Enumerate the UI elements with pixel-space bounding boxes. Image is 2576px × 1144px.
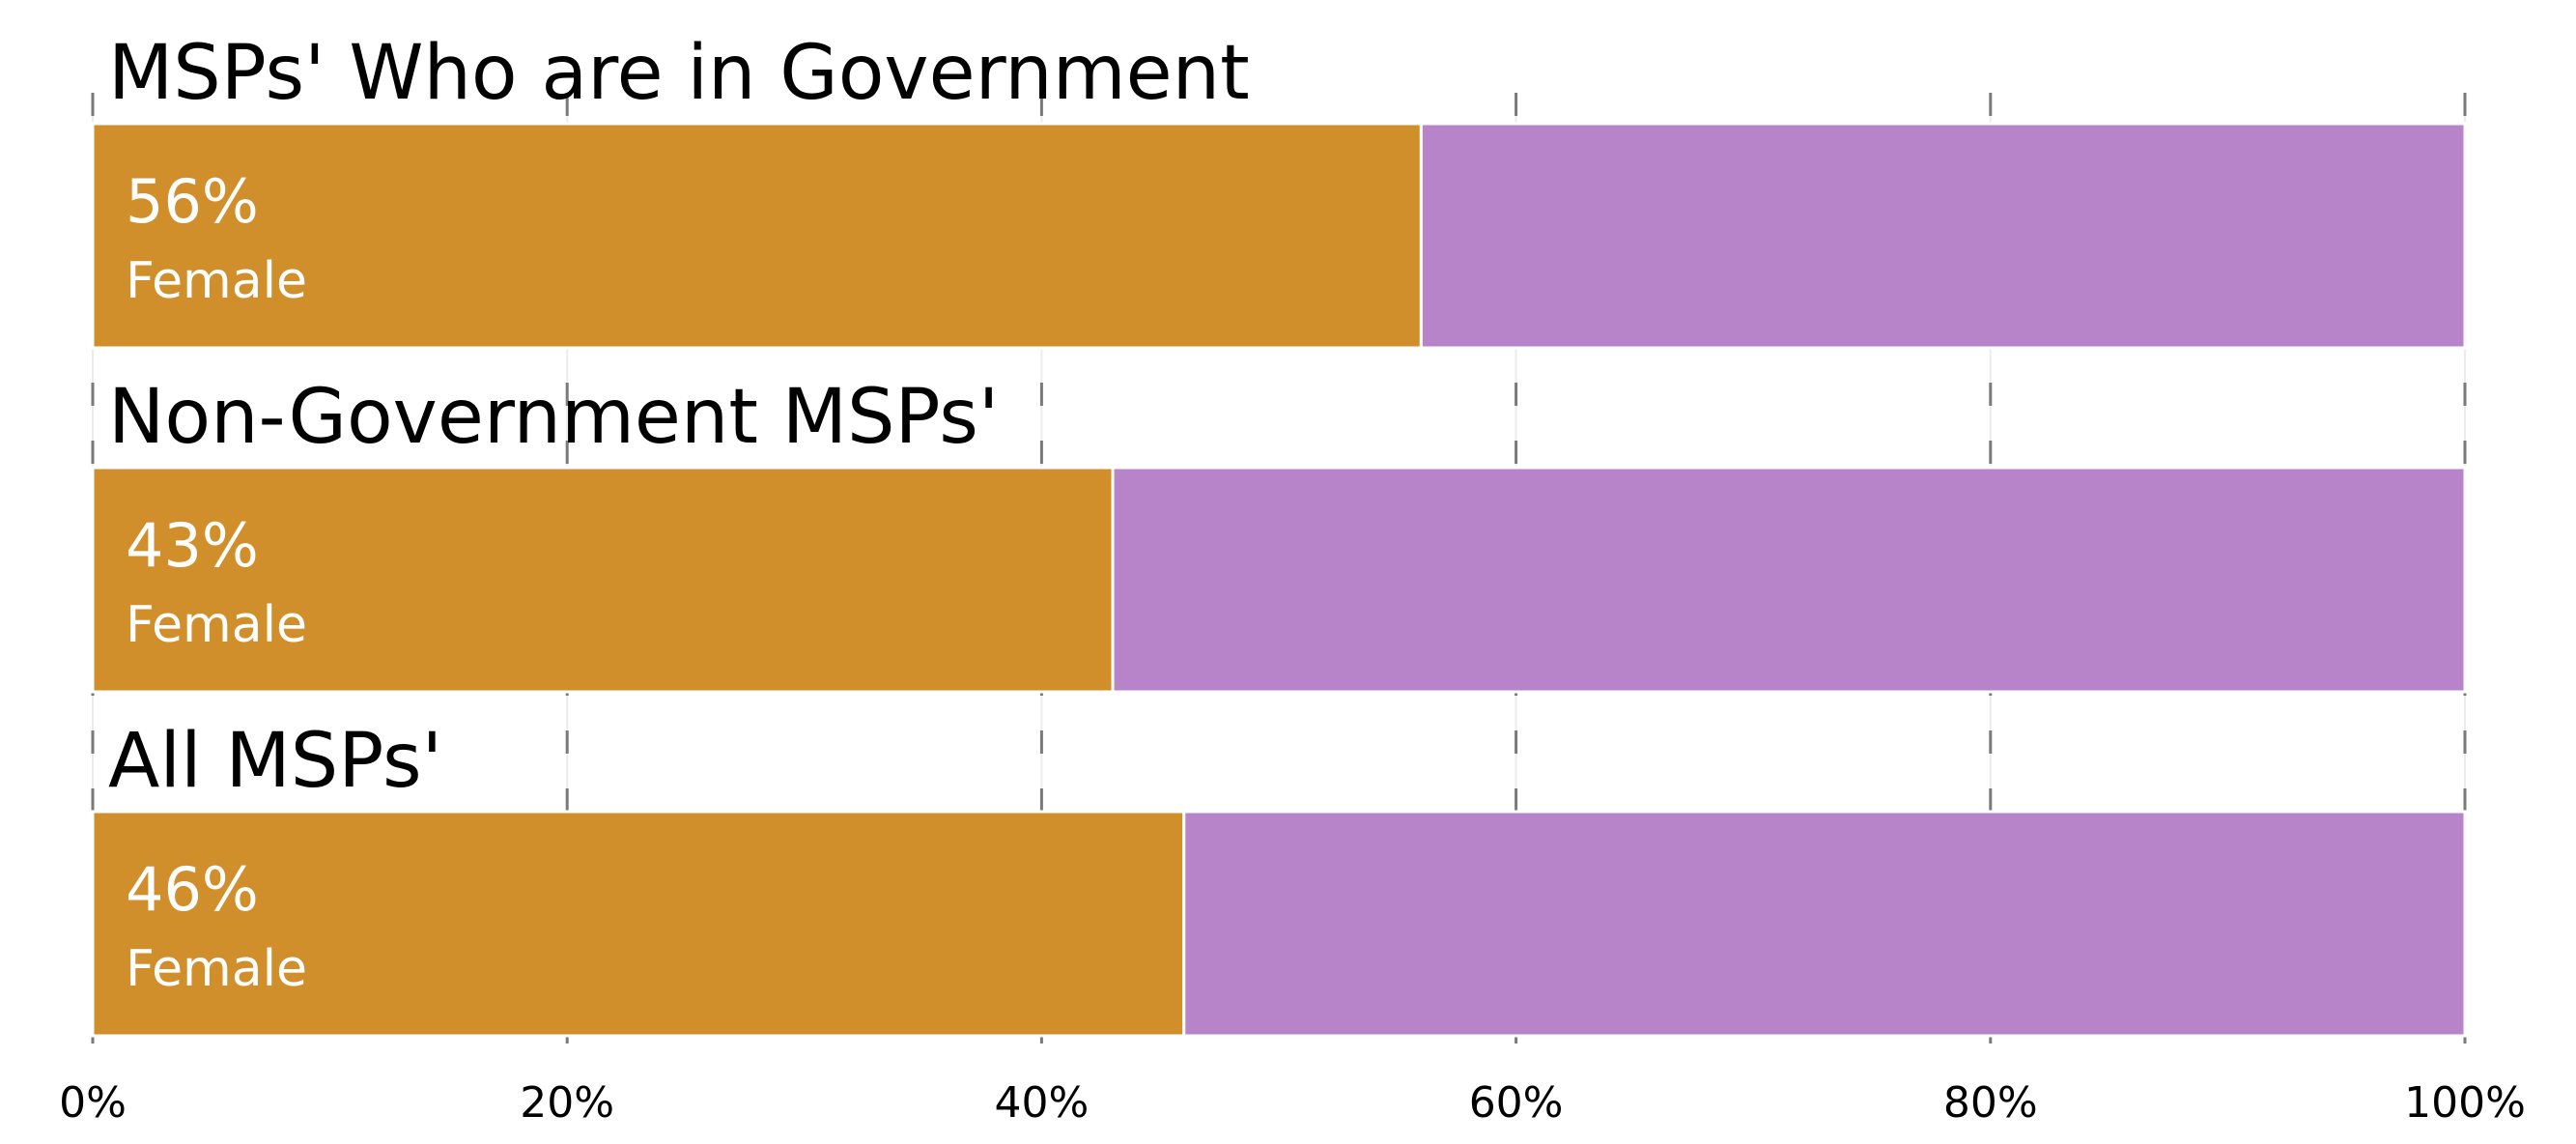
x-tick-label-40: 40% — [995, 1078, 1090, 1128]
bar-value-label-2: 46% — [126, 854, 259, 925]
bars — [91, 122, 2467, 1038]
bar-female-1 — [91, 466, 1115, 694]
bar-segment-label-0: Female — [126, 252, 307, 310]
x-tick-label-80: 80% — [1943, 1078, 2038, 1128]
bar-female-0 — [91, 122, 1423, 350]
x-tick-label-0: 0% — [59, 1078, 127, 1128]
bar-remainder-2 — [1182, 810, 2467, 1038]
bar-remainder-0 — [1419, 122, 2467, 350]
x-axis: 0% 20% 40% 60% 80% 100% — [59, 1078, 2526, 1128]
bar-segment-label-2: Female — [126, 940, 307, 998]
group-label-1: Non-Government MSPs' — [108, 374, 999, 461]
bar-remainder-1 — [1111, 466, 2467, 694]
group-label-2: All MSPs' — [108, 718, 442, 805]
x-tick-label-60: 60% — [1469, 1078, 1564, 1128]
bar-value-label-0: 56% — [126, 166, 259, 237]
x-tick-label-20: 20% — [520, 1078, 614, 1128]
bar-female-2 — [91, 810, 1186, 1038]
bar-value-label-1: 43% — [126, 510, 259, 581]
group-label-0: MSPs' Who are in Government — [108, 30, 1250, 117]
x-tick-label-100: 100% — [2404, 1078, 2526, 1128]
bar-segment-label-1: Female — [126, 596, 307, 654]
labels: MSPs' Who are in Government 56% Female Non-… — [108, 30, 1250, 998]
